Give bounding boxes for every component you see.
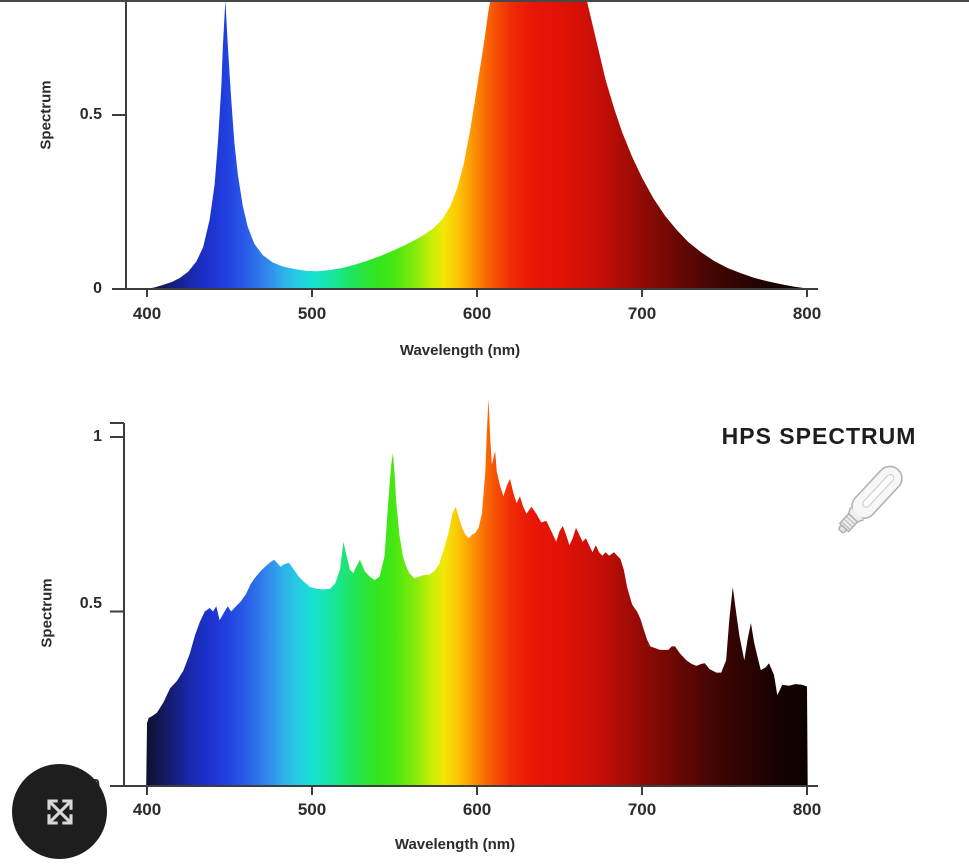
top-x-tick-label-800: 800 bbox=[792, 304, 822, 323]
hps-x-tick-label-700: 700 bbox=[627, 800, 657, 819]
top-y-axis-title: Spectrum bbox=[37, 80, 55, 150]
hps-spectrum-area bbox=[146, 398, 808, 786]
top-y-tick-label-0: 0 bbox=[93, 280, 102, 297]
hps-y-tick-label-05: 0.5 bbox=[79, 595, 102, 612]
hps-x-axis-title: Wavelength (nm) bbox=[394, 836, 516, 853]
top-x-tick-label-400: 400 bbox=[132, 304, 162, 323]
top-spectrum-area bbox=[147, 0, 807, 289]
top-x-axis-title: Wavelength (nm) bbox=[399, 342, 521, 359]
expand-arrows-icon bbox=[46, 798, 73, 825]
hps-y-axis-title: Spectrum bbox=[38, 578, 56, 648]
hps-y-tick-label-1: 1 bbox=[93, 428, 102, 445]
hps-x-tick-label-600: 600 bbox=[462, 800, 492, 819]
top-x-tick-label-600: 600 bbox=[462, 304, 492, 323]
expand-button[interactable] bbox=[12, 764, 107, 859]
top-x-tick-label-500: 500 bbox=[297, 304, 327, 323]
top-border bbox=[0, 0, 969, 2]
hps-bulb-icon bbox=[838, 465, 903, 534]
hps-x-tick-label-800: 800 bbox=[792, 800, 822, 819]
hps-spectrum-title: HPS SPECTRUM bbox=[721, 423, 917, 449]
top-y-tick-label-05: 0.5 bbox=[79, 106, 102, 123]
top-x-tick-label-700: 700 bbox=[627, 304, 657, 323]
axes bbox=[110, 0, 818, 795]
hps-x-tick-label-500: 500 bbox=[297, 800, 327, 819]
hps-x-tick-label-400: 400 bbox=[132, 800, 162, 819]
